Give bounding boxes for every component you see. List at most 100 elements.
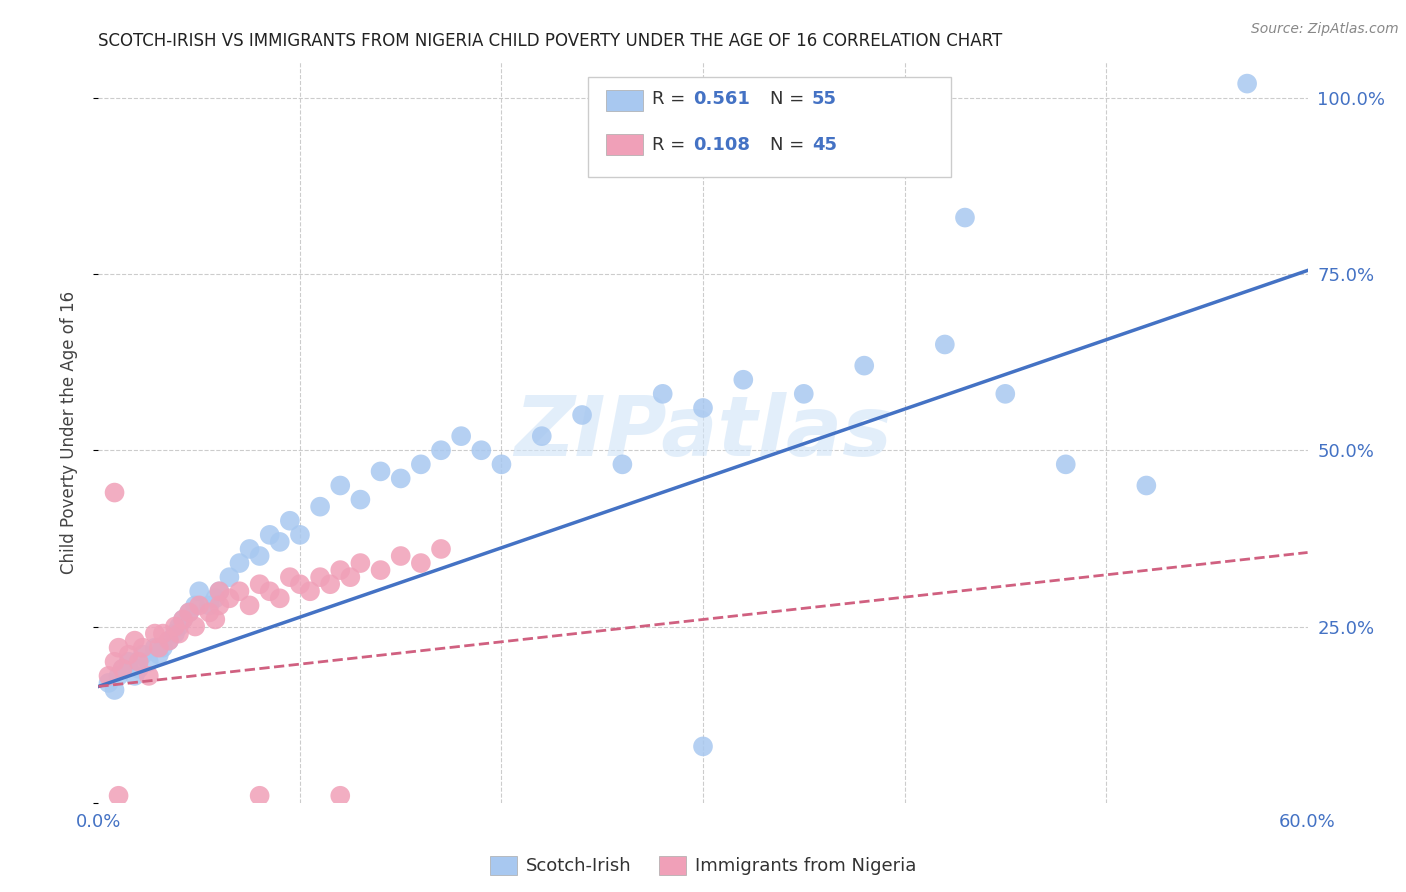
Point: [138, 655, 160, 669]
Point: [111, 662, 134, 676]
Point: [152, 640, 174, 655]
Text: R =: R =: [652, 136, 692, 153]
Point: [288, 528, 311, 542]
Point: [172, 612, 194, 626]
Point: [329, 789, 352, 803]
Point: [167, 626, 190, 640]
Point: [218, 570, 240, 584]
Point: [143, 640, 166, 655]
Text: Source: ZipAtlas.com: Source: ZipAtlas.com: [1251, 22, 1399, 37]
Point: [167, 619, 190, 633]
Text: 45: 45: [811, 136, 837, 153]
Point: [733, 373, 755, 387]
Point: [692, 739, 714, 754]
Point: [118, 655, 141, 669]
Point: [228, 584, 250, 599]
Point: [128, 662, 150, 676]
Point: [111, 662, 134, 676]
Y-axis label: Child Poverty Under the Age of 16: Child Poverty Under the Age of 16: [59, 291, 77, 574]
Point: [259, 528, 281, 542]
Point: [934, 337, 956, 351]
Point: [204, 591, 226, 606]
Point: [370, 563, 392, 577]
Point: [163, 619, 186, 633]
Point: [179, 606, 201, 620]
Point: [278, 514, 301, 528]
Point: [208, 599, 231, 613]
Point: [172, 612, 194, 626]
Point: [118, 648, 141, 662]
Text: 0.108: 0.108: [693, 136, 751, 153]
Point: [288, 577, 311, 591]
Point: [309, 500, 332, 514]
Point: [651, 387, 673, 401]
Point: [278, 570, 301, 584]
Point: [491, 458, 513, 472]
Point: [157, 633, 180, 648]
Point: [994, 387, 1017, 401]
Point: [138, 669, 160, 683]
Point: [97, 676, 120, 690]
Point: [339, 570, 361, 584]
Point: [329, 478, 352, 492]
Text: R =: R =: [652, 90, 692, 109]
Point: [198, 599, 221, 613]
Legend: Scotch-Irish, Immigrants from Nigeria: Scotch-Irish, Immigrants from Nigeria: [482, 849, 924, 882]
FancyBboxPatch shape: [606, 135, 643, 155]
Point: [249, 577, 271, 591]
Point: [853, 359, 876, 373]
Point: [1135, 478, 1157, 492]
Point: [299, 584, 322, 599]
Text: 0.561: 0.561: [693, 90, 751, 109]
Point: [132, 648, 155, 662]
Text: 55: 55: [811, 90, 837, 109]
Point: [389, 471, 412, 485]
Point: [953, 211, 976, 225]
Point: [103, 485, 125, 500]
Point: [148, 640, 170, 655]
Point: [319, 577, 342, 591]
Point: [692, 401, 714, 415]
Point: [208, 584, 231, 599]
Point: [97, 669, 120, 683]
Text: N =: N =: [769, 90, 810, 109]
Point: [329, 563, 352, 577]
Point: [157, 633, 180, 648]
Point: [132, 640, 155, 655]
Point: [793, 387, 815, 401]
Point: [249, 549, 271, 563]
Point: [530, 429, 553, 443]
Point: [349, 492, 371, 507]
FancyBboxPatch shape: [588, 78, 950, 178]
Point: [259, 584, 281, 599]
Point: [124, 633, 146, 648]
Point: [228, 556, 250, 570]
Point: [188, 599, 211, 613]
Point: [612, 458, 634, 472]
Text: N =: N =: [769, 136, 810, 153]
Point: [571, 408, 593, 422]
Point: [218, 591, 240, 606]
Point: [107, 789, 129, 803]
Point: [107, 640, 129, 655]
Point: [184, 619, 207, 633]
Point: [370, 464, 392, 478]
Point: [470, 443, 492, 458]
Text: ZIPatlas: ZIPatlas: [515, 392, 891, 473]
FancyBboxPatch shape: [606, 90, 643, 111]
Point: [309, 570, 332, 584]
Point: [124, 669, 146, 683]
Point: [409, 556, 432, 570]
Point: [389, 549, 412, 563]
Point: [163, 626, 186, 640]
Point: [198, 606, 221, 620]
Point: [1054, 458, 1077, 472]
Point: [208, 584, 231, 599]
Point: [107, 669, 129, 683]
Point: [143, 626, 166, 640]
Point: [430, 443, 453, 458]
Point: [148, 648, 170, 662]
Point: [430, 541, 453, 556]
Point: [128, 655, 150, 669]
Point: [188, 584, 211, 599]
